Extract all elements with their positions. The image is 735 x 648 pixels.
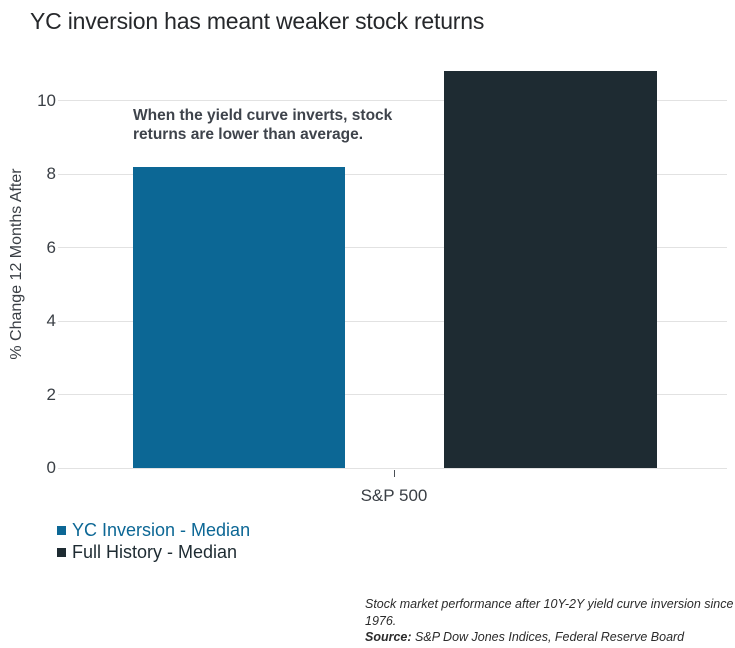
x-axis-tick [394,470,395,477]
chart-title: YC inversion has meant weaker stock retu… [30,8,485,34]
annotation-text: When the yield curve inverts, stock retu… [133,106,392,144]
y-tick-label-6: 6 [46,237,56,257]
source-text: S&P Dow Jones Indices, Federal Reserve B… [411,630,685,644]
source-label: Source: [365,630,412,644]
footnote: Stock market performance after 10Y-2Y yi… [365,596,735,646]
y-tick-label-10: 10 [37,90,56,110]
y-tick-label-0: 0 [46,458,56,477]
legend-label: Full History - Median [72,541,238,562]
footnote-line: Stock market performance after 10Y-2Y yi… [365,597,734,628]
y-tick-label-2: 2 [46,384,56,404]
annotation-line-2: returns are lower than average. [133,126,364,143]
gridline-y-2 [58,394,727,395]
gridline-y-0 [58,467,727,469]
legend: YC Inversion - Median Full History - Med… [57,519,250,563]
gridline-y-8 [58,173,727,175]
legend-marker-square-icon [57,525,66,535]
y-tick-label-4: 4 [46,311,56,330]
x-axis-category-label: S&P 500 [360,486,428,505]
y-tick-label-8: 8 [46,164,56,183]
legend-item-full-history: Full History - Median [57,541,250,563]
gridline-y-10 [58,100,727,101]
source-line: Source: S&P Dow Jones Indices, Federal R… [365,629,735,646]
legend-label: YC Inversion - Median [72,519,251,540]
annotation-line-1: When the yield curve inverts, stock [133,107,393,124]
bar-yc-inversion-median [133,166,345,468]
legend-item-yc-inversion: YC Inversion - Median [57,519,250,541]
gridline-y-6 [58,247,727,248]
legend-marker-square-icon [57,547,66,557]
gridline-y-4 [58,320,727,322]
bar-full-history-median [444,71,657,468]
